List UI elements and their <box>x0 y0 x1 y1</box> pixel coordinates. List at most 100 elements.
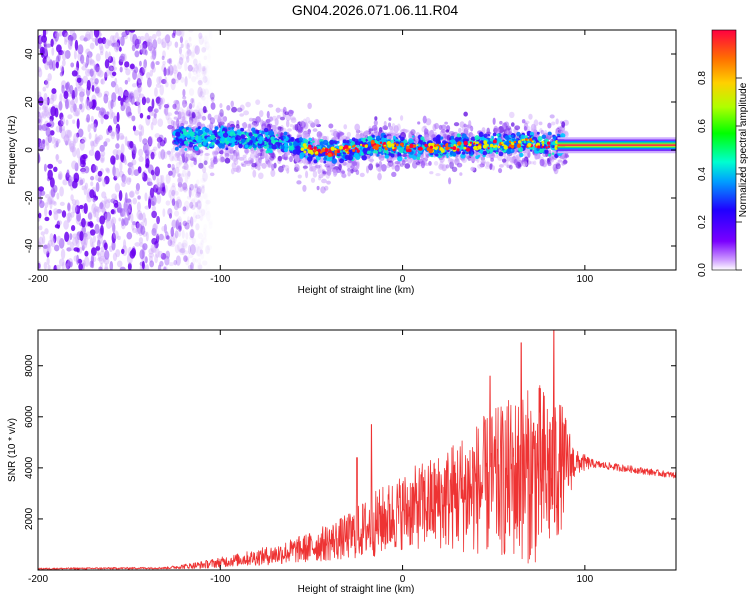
noise-speckle <box>82 61 88 66</box>
signal-halo <box>219 119 224 127</box>
signal-halo <box>289 123 294 128</box>
snr-xtick-label: -100 <box>210 574 230 585</box>
noise-speckle <box>45 43 52 48</box>
noise-speckle <box>115 32 119 39</box>
noise-speckle <box>182 186 188 192</box>
noise-speckle <box>88 54 92 66</box>
signal-hotspot <box>383 141 387 145</box>
noise-speckle <box>186 55 190 63</box>
signal-core <box>398 135 402 138</box>
noise-speckle <box>115 123 121 134</box>
noise-speckle <box>150 122 154 131</box>
signal-halo <box>516 156 521 162</box>
signal-halo <box>386 162 393 166</box>
signal-halo <box>191 111 196 119</box>
noise-speckle <box>159 98 164 107</box>
noise-speckle <box>201 65 206 72</box>
noise-speckle <box>58 172 63 181</box>
noise-speckle <box>123 201 128 213</box>
noise-speckle <box>102 178 106 187</box>
signal-halo <box>220 156 225 163</box>
noise-speckle <box>160 38 164 45</box>
signal-hotspot <box>527 142 532 147</box>
signal-core <box>416 156 421 161</box>
noise-speckle <box>59 112 64 121</box>
noise-speckle <box>195 223 200 231</box>
noise-speckle <box>190 97 194 104</box>
noise-speckle <box>60 116 66 126</box>
noise-speckle <box>44 202 49 208</box>
noise-speckle <box>38 241 42 250</box>
signal-core <box>194 136 199 141</box>
noise-speckle <box>58 258 65 267</box>
noise-speckle <box>104 196 108 205</box>
signal-halo <box>220 149 224 155</box>
signal-core <box>176 142 179 145</box>
signal-halo <box>316 185 320 191</box>
noise-speckle <box>59 65 65 72</box>
noise-speckle <box>38 43 42 49</box>
signal-halo <box>267 103 274 108</box>
signal-core <box>383 134 387 139</box>
noise-speckle <box>39 196 43 204</box>
snr-xlabel: Height of straight line (km) <box>298 584 415 595</box>
noise-speckle <box>138 156 144 163</box>
noise-speckle <box>153 108 159 114</box>
noise-speckle <box>201 260 208 266</box>
noise-speckle <box>47 243 51 249</box>
signal-halo <box>259 110 264 118</box>
noise-speckle <box>192 257 197 263</box>
signal-halo <box>539 158 545 167</box>
signal-core <box>231 142 235 147</box>
noise-speckle <box>62 179 68 186</box>
noise-speckle <box>70 225 76 232</box>
spectrogram-xtick-label: -200 <box>28 274 48 285</box>
noise-speckle <box>154 166 161 177</box>
noise-speckle <box>44 194 51 199</box>
noise-speckle <box>183 250 189 255</box>
noise-speckle <box>172 103 177 110</box>
colorbar-tick-label: 0.8 <box>697 71 708 85</box>
noise-speckle <box>84 63 88 68</box>
noise-speckle <box>193 64 198 70</box>
noise-speckle <box>74 87 78 98</box>
signal-halo <box>209 92 215 100</box>
noise-speckle <box>41 140 45 150</box>
noise-speckle <box>126 208 130 217</box>
noise-speckle <box>90 140 95 151</box>
noise-speckle <box>110 99 114 110</box>
noise-speckle <box>180 30 185 38</box>
noise-speckle <box>85 98 89 110</box>
colorbar-gradient <box>712 30 736 270</box>
noise-speckle <box>185 205 189 212</box>
noise-speckle <box>206 93 210 103</box>
signal-halo <box>346 131 351 138</box>
noise-speckle <box>193 185 199 193</box>
noise-speckle <box>73 255 78 262</box>
noise-speckle <box>145 231 149 242</box>
noise-speckle <box>54 30 59 42</box>
signal-core <box>536 131 540 135</box>
noise-speckle <box>88 101 93 109</box>
signal-halo <box>285 119 290 128</box>
noise-speckle <box>96 239 101 248</box>
signal-core <box>381 152 384 156</box>
noise-speckle <box>97 257 103 262</box>
signal-core <box>440 136 444 140</box>
noise-speckle <box>134 101 140 106</box>
noise-speckle <box>162 60 166 66</box>
noise-speckle <box>145 264 150 270</box>
signal-hotspot <box>327 152 333 158</box>
noise-speckle <box>104 199 111 209</box>
noise-speckle <box>163 151 168 159</box>
signal-halo <box>456 162 463 168</box>
noise-speckle <box>164 255 170 266</box>
signal-halo <box>329 129 335 133</box>
noise-speckle <box>104 263 108 270</box>
noise-speckle <box>66 247 72 252</box>
signal-halo <box>271 163 275 171</box>
signal-core <box>184 140 188 145</box>
noise-speckle <box>162 208 166 218</box>
signal-halo <box>192 109 199 114</box>
signal-halo <box>258 157 262 164</box>
